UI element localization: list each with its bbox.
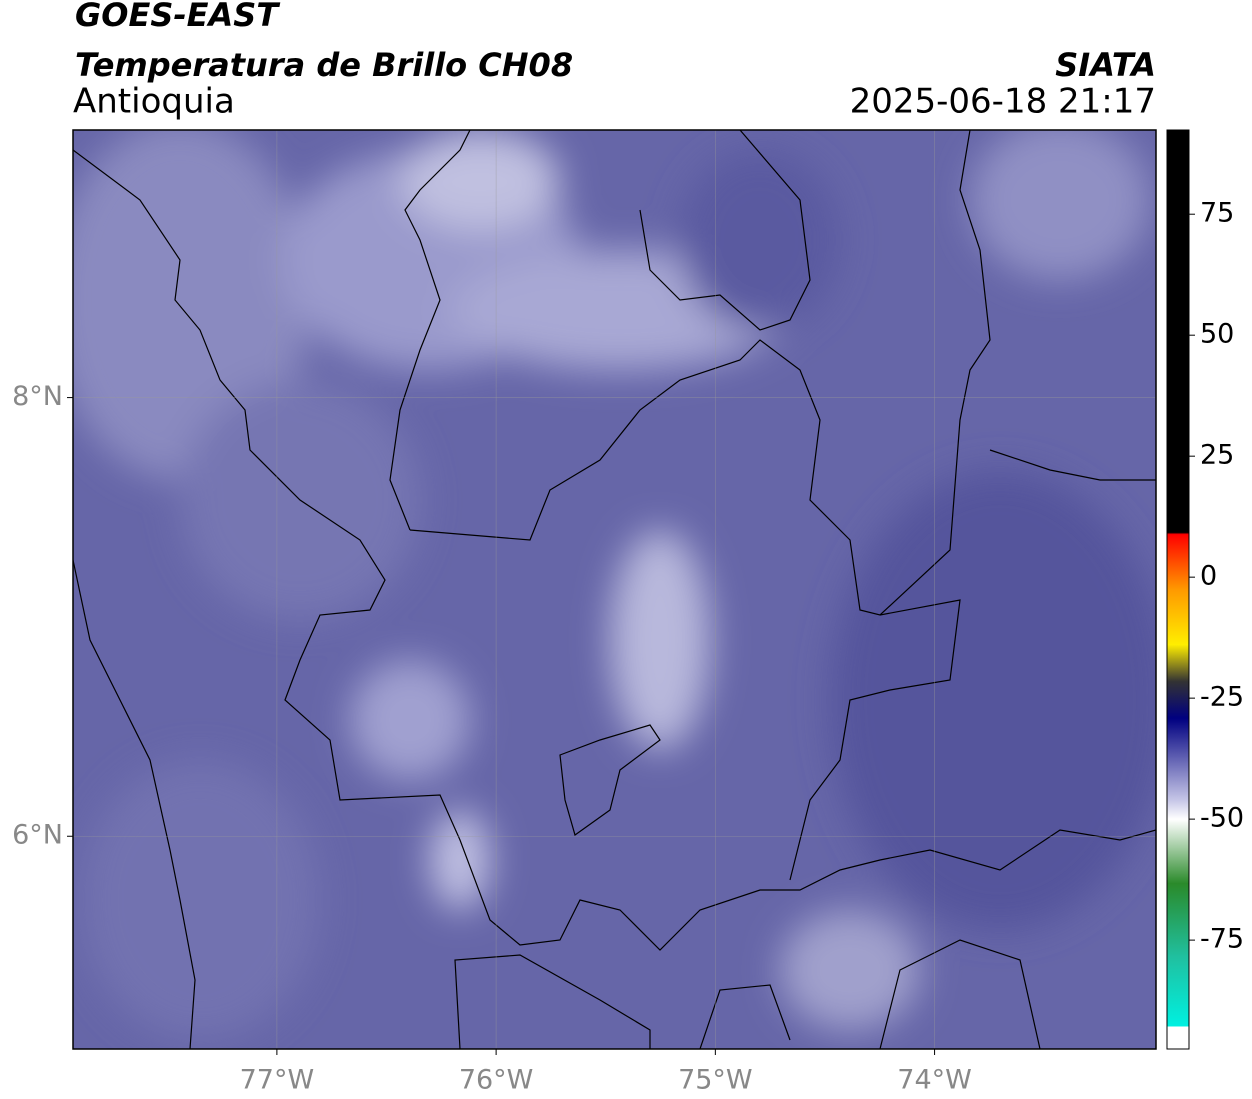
colorbar [1166,129,1190,1050]
colorbar-tick-label: 0 [1200,561,1217,592]
y-tick-label: 6°N [12,820,63,851]
y-tick-label: 8°N [12,381,63,412]
subtitle: Temperatura de Brillo CH08 [75,46,573,84]
colorbar-tick-label: 25 [1200,440,1234,471]
source: SIATA [1055,46,1156,84]
grid [67,130,1156,1055]
colorbar-tick-label: 75 [1200,198,1234,229]
admin-borders [73,130,1156,1049]
colorbar-tick-label: 50 [1200,319,1234,350]
title: GOES-EAST [75,0,280,34]
x-tick-label: 76°W [459,1065,534,1096]
colorbar-tick-label: -75 [1200,924,1244,955]
x-tick-label: 74°W [897,1065,972,1096]
map-image [73,130,1156,1049]
x-tick-label: 75°W [678,1065,753,1096]
x-tick-label: 77°W [240,1065,315,1096]
colorbar-tick-label: -50 [1200,803,1244,834]
datetime: 2025-06-18 21:17 [850,82,1156,122]
cloud-texture [73,130,1156,1040]
region: Antioquia [73,82,235,122]
colorbar-ticks: 75 50 25 0 -25 -50 -75 [1189,198,1244,955]
map-frame [72,129,1157,1050]
colorbar-tick-label: -25 [1200,682,1244,713]
